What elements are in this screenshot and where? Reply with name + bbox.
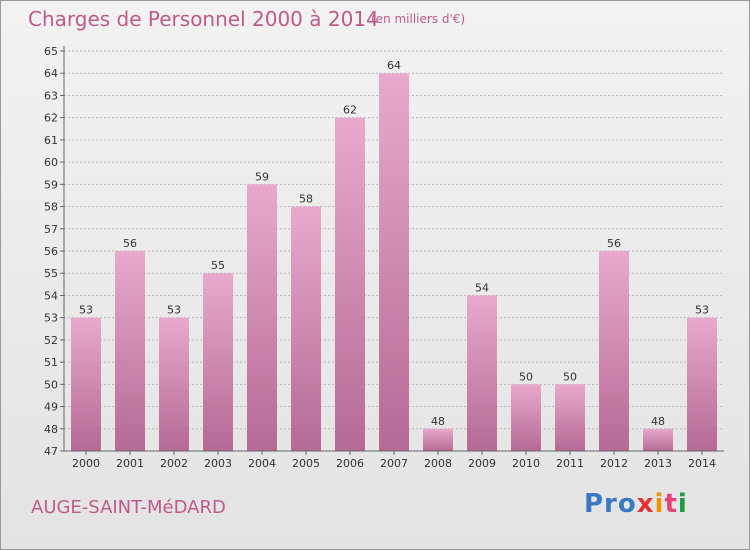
bar: [115, 251, 145, 451]
data-label: 48: [431, 415, 445, 428]
y-tick-label: 64: [44, 67, 58, 80]
y-tick-label: 58: [44, 201, 58, 214]
y-tick-label: 50: [44, 378, 58, 391]
bar: [423, 428, 453, 451]
data-label: 58: [299, 193, 313, 206]
proxiti-logo: Proxiti: [584, 489, 688, 519]
bar: [555, 384, 585, 451]
data-label: 55: [211, 259, 225, 272]
x-tick-label: 2000: [72, 457, 100, 470]
x-tick-label: 2005: [292, 457, 320, 470]
data-label: 56: [123, 237, 137, 250]
data-label: 59: [255, 170, 269, 183]
logo-part: t: [664, 489, 678, 519]
bar: [203, 273, 233, 451]
bar: [599, 251, 629, 451]
bar: [467, 295, 497, 451]
y-tick-label: 63: [44, 89, 58, 102]
data-label: 53: [79, 304, 93, 317]
bar: [379, 73, 409, 451]
bar: [71, 317, 101, 451]
x-tick-label: 2010: [512, 457, 540, 470]
data-label: 50: [563, 370, 577, 383]
y-tick-label: 54: [44, 289, 58, 302]
y-tick-label: 52: [44, 334, 58, 347]
chart-subtitle: (en milliers d'€): [371, 12, 466, 26]
x-tick-label: 2007: [380, 457, 408, 470]
y-tick-label: 56: [44, 245, 58, 258]
commune-name: AUGE-SAINT-MéDARD: [31, 497, 226, 518]
x-tick-label: 2003: [204, 457, 232, 470]
x-tick-label: 2001: [116, 457, 144, 470]
x-tick-label: 2004: [248, 457, 276, 470]
y-tick-label: 55: [44, 267, 58, 280]
bar: [643, 428, 673, 451]
chart-title: Charges de Personnel 2000 à 2014: [28, 7, 379, 31]
data-label: 62: [343, 104, 357, 117]
bar: [687, 317, 717, 451]
bar: [159, 317, 189, 451]
bar: [335, 117, 365, 452]
bar: [291, 206, 321, 451]
y-tick-label: 61: [44, 134, 58, 147]
y-tick-label: 48: [44, 423, 58, 436]
logo-part: Pro: [584, 489, 637, 519]
x-tick-label: 2011: [556, 457, 584, 470]
data-label: 56: [607, 237, 621, 250]
logo-part: x: [636, 489, 655, 519]
y-tick-label: 65: [44, 45, 58, 58]
x-tick-label: 2002: [160, 457, 188, 470]
bar: [247, 184, 277, 452]
logo-part: i: [654, 489, 665, 519]
y-tick-label: 62: [44, 112, 58, 125]
y-tick-label: 49: [44, 401, 58, 414]
bar: [511, 384, 541, 451]
x-tick-label: 2006: [336, 457, 364, 470]
y-tick-label: 60: [44, 156, 58, 169]
x-tick-label: 2012: [600, 457, 628, 470]
data-label: 53: [695, 304, 709, 317]
data-label: 54: [475, 281, 489, 294]
data-label: 53: [167, 304, 181, 317]
x-tick-label: 2014: [688, 457, 716, 470]
y-tick-label: 53: [44, 312, 58, 325]
y-tick-label: 57: [44, 223, 58, 236]
y-tick-label: 59: [44, 178, 58, 191]
logo-part: i: [677, 489, 688, 519]
data-label: 50: [519, 370, 533, 383]
x-tick-label: 2008: [424, 457, 452, 470]
data-label: 48: [651, 415, 665, 428]
data-label: 64: [387, 59, 401, 72]
x-tick-label: 2013: [644, 457, 672, 470]
y-tick-label: 51: [44, 356, 58, 369]
y-tick-label: 47: [44, 445, 58, 458]
x-tick-label: 2009: [468, 457, 496, 470]
